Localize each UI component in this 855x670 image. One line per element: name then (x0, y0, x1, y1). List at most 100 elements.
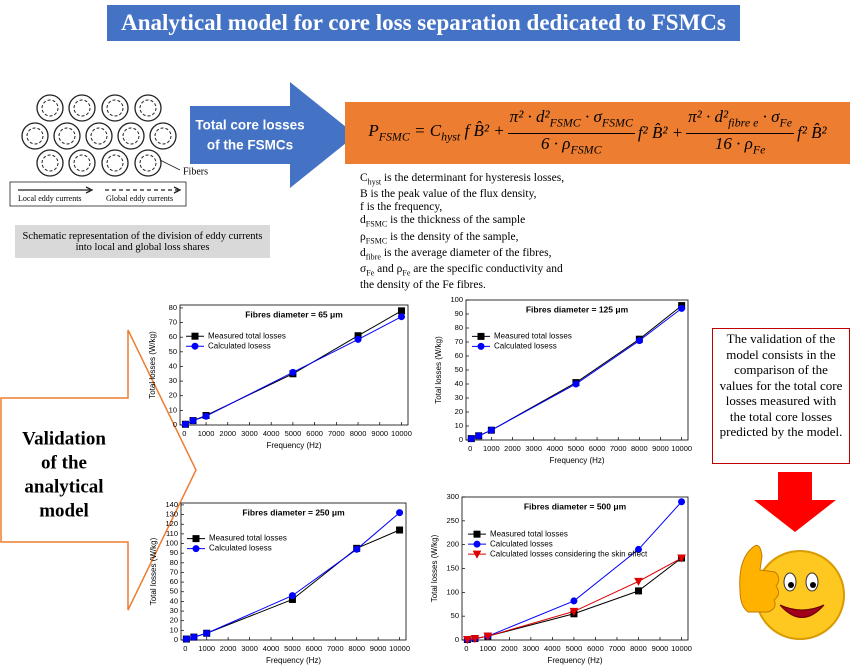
y-tick-label: 90 (455, 309, 463, 318)
marker (570, 597, 578, 605)
x-tick-label: 1000 (479, 644, 496, 653)
x-tick-label: 0 (182, 429, 186, 438)
x-tick-label: 1000 (198, 644, 215, 653)
y-tick-label: 100 (446, 587, 459, 596)
legend-label: Measured total losses (494, 332, 572, 341)
validation-note: The validation of the model consists in … (712, 328, 850, 464)
marker (191, 332, 199, 340)
formula-term: f² B̂² + (637, 123, 684, 142)
subscript: FSMC (365, 219, 388, 229)
subscript: FSMC (365, 235, 388, 245)
subscript: fibre (365, 252, 381, 262)
y-tick-label: 80 (169, 303, 177, 312)
x-tick-label: 6000 (587, 644, 604, 653)
marker (678, 498, 686, 506)
text-segment: are the specific conductivity and (410, 263, 563, 276)
y-tick-label: 10 (170, 625, 178, 634)
text-segment: is the density of the sample, (387, 230, 519, 243)
marker (487, 426, 495, 434)
x-tick-label: 7000 (327, 644, 344, 653)
plot-frame (461, 496, 689, 641)
y-tick-label: 90 (170, 548, 178, 557)
marker (396, 509, 404, 517)
text-segment: ρ (360, 230, 366, 243)
fibers-label: Fibers (183, 166, 208, 177)
x-tick-label: 7000 (328, 429, 345, 438)
x-tick-label: 4000 (263, 429, 280, 438)
x-tick-label: 0 (464, 644, 468, 653)
y-tick-label: 40 (455, 379, 463, 388)
chart: 0 1000 2000 3000 4000 5000 6000 7000 8000 9000 100… (149, 500, 410, 665)
text-segment: f is the frequency, (360, 201, 443, 214)
y-tick-label: 40 (169, 361, 177, 370)
series-line (471, 305, 682, 440)
x-tick-label: 2000 (504, 444, 521, 453)
marker (473, 530, 481, 538)
text-segment: 6 · ρ (541, 133, 571, 153)
red-arrow (754, 472, 836, 532)
marker (354, 335, 362, 343)
smiley-icon (739, 544, 845, 640)
x-tick-label: 9000 (370, 644, 387, 653)
y-tick-label: 70 (455, 337, 463, 346)
legend-label: Measured total losses (208, 331, 286, 340)
y-tick-label: 300 (446, 492, 459, 501)
x-tick-label: 9000 (652, 644, 669, 653)
schematic-caption: Schematic representation of the division… (15, 225, 270, 258)
validation-text: analytical (24, 476, 103, 497)
marker (569, 607, 579, 616)
y-tick-label: 20 (169, 391, 177, 400)
y-tick-label: 200 (446, 540, 459, 549)
x-tick-label: 10000 (671, 644, 692, 653)
description-line: the density of the Fe fibres. (360, 279, 660, 292)
marker (190, 633, 198, 641)
subscript: fibre e (728, 115, 759, 130)
numerator: π² · d²FSMC · σFSMC (507, 107, 635, 134)
text-segment: is the determinant for hysteresis losses… (381, 172, 565, 184)
marker (634, 587, 642, 595)
chart: 0 1000 2000 3000 4000 5000 6000 7000 8000 9000 100… (430, 492, 692, 665)
x-tick-label: 10000 (389, 644, 410, 653)
marker (396, 526, 404, 534)
marker (634, 577, 643, 586)
x-tick-label: 5000 (284, 644, 301, 653)
x-tick-label: 7000 (609, 644, 626, 653)
marker (678, 304, 686, 312)
y-tick-label: 50 (451, 611, 459, 620)
formula-lead: PFSMC = Chyst f B̂² + (368, 121, 504, 144)
marker (472, 550, 482, 559)
description: Chyst is the determinant for hysteresis … (360, 172, 660, 292)
y-tick-label: 110 (166, 529, 178, 538)
x-tick-label: 0 (468, 444, 472, 453)
formula-box: PFSMC = Chyst f B̂² + π² · d²FSMC · σFSMC… (345, 102, 850, 164)
text-segment: π² · d² (509, 107, 550, 127)
y-axis-label: Total losses (W/kg) (434, 336, 443, 404)
marker (677, 554, 686, 563)
marker (202, 412, 210, 420)
text-segment: · σ (580, 107, 602, 127)
header-title: Analytical model for core loss separatio… (107, 5, 740, 41)
text-segment: the density of the Fe fibres. (360, 279, 486, 292)
x-tick-label: 3000 (241, 429, 258, 438)
y-tick-label: 10 (455, 421, 463, 430)
y-tick-label: 70 (170, 567, 178, 576)
x-tick-label: 9000 (371, 429, 388, 438)
arrow-text: of the FSMCs (207, 138, 293, 153)
subscript: FSMC (549, 115, 581, 130)
y-tick-label: 100 (450, 295, 463, 304)
legend-label: Measured total losses (490, 529, 568, 538)
marker (483, 632, 493, 641)
x-tick-label: 1000 (198, 429, 215, 438)
x-tick-label: 8000 (350, 429, 367, 438)
y-tick-label: 30 (169, 376, 177, 385)
chart-title: Fibres diameter = 125 μm (526, 304, 629, 314)
subscript: Fe (779, 115, 793, 130)
chart-title: Fibres diameter = 65 μm (245, 309, 343, 319)
x-tick-label: 6000 (589, 444, 606, 453)
subscript: hyst (441, 129, 461, 144)
y-tick-label: 140 (165, 500, 178, 509)
description-line: f is the frequency, (360, 201, 660, 214)
description-line: dFSMC is the thickness of the sample (360, 214, 660, 230)
chart-title: Fibres diameter = 250 μm (242, 507, 345, 517)
chart: 0 1000 2000 3000 4000 5000 6000 7000 8000 9000 100… (434, 295, 692, 465)
